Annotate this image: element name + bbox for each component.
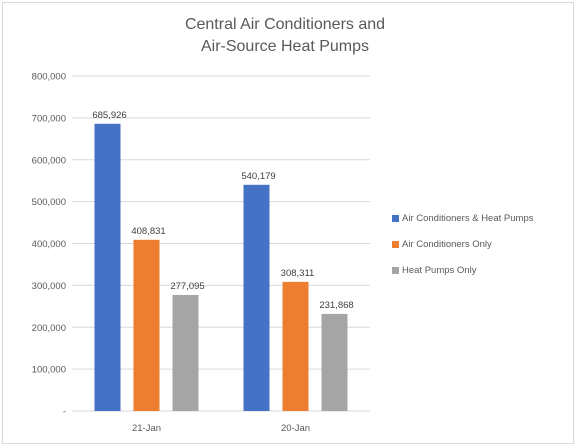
legend-swatch-ac-hp: [392, 215, 399, 222]
legend-swatch-ac-only: [392, 241, 399, 248]
legend-label-ac-only: Air Conditioners Only: [402, 239, 492, 250]
bar: [94, 123, 121, 411]
bar: [133, 239, 160, 411]
x-tick-label: 21-Jan: [132, 423, 161, 434]
bar: [172, 294, 199, 411]
y-tick-label: 700,000: [32, 113, 66, 124]
y-tick-label: 400,000: [32, 239, 66, 250]
y-tick-label: 500,000: [32, 197, 66, 208]
bar: [282, 281, 309, 411]
y-tick-label: 100,000: [32, 365, 66, 376]
y-tick-label: 200,000: [32, 323, 66, 334]
data-label: 308,311: [281, 268, 315, 279]
y-tick-label: 300,000: [32, 281, 66, 292]
data-label: 277,095: [170, 281, 204, 292]
chart-title-line2: Air-Source Heat Pumps: [200, 38, 370, 55]
data-label: 408,831: [131, 226, 165, 237]
bar: [321, 313, 348, 411]
data-label: 231,868: [319, 300, 353, 311]
x-tick-label: 20-Jan: [281, 423, 310, 434]
legend-swatch-hp-only: [392, 267, 399, 274]
data-label: 540,179: [241, 171, 275, 182]
chart-title-line1: Central Air Conditioners and: [184, 16, 386, 33]
legend-label-hp-only: Heat Pumps Only: [402, 265, 477, 276]
data-label: 685,926: [92, 110, 126, 121]
y-tick-label: 600,000: [32, 155, 66, 166]
y-tick-label: 800,000: [32, 72, 66, 83]
y-tick-label: -: [63, 407, 66, 418]
legend-label-ac-hp: Air Conditioners & Heat Pumps: [402, 213, 534, 224]
bar: [243, 184, 270, 411]
